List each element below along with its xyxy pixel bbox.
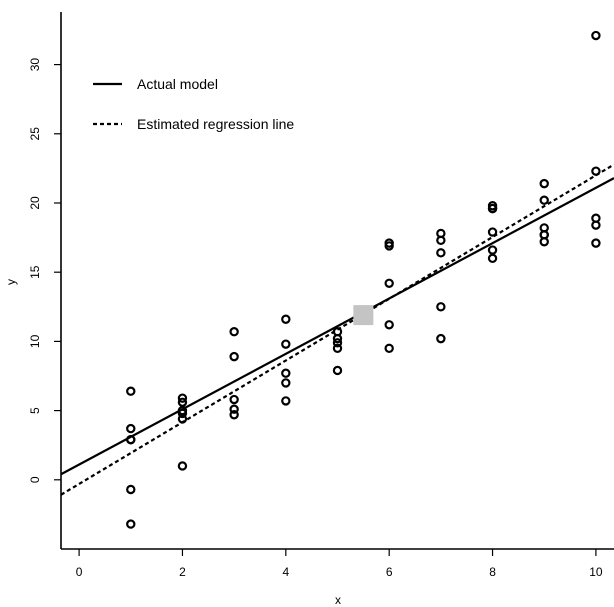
data-point bbox=[487, 253, 498, 264]
regression-lines bbox=[60, 163, 614, 496]
data-point bbox=[229, 404, 239, 414]
data-point bbox=[229, 410, 239, 420]
x-tick-label: 10 bbox=[589, 565, 603, 579]
data-point bbox=[436, 302, 446, 312]
x-axis-title: x bbox=[335, 593, 341, 607]
data-point bbox=[384, 343, 394, 354]
data-point bbox=[126, 434, 136, 445]
y-axis-title: y bbox=[4, 279, 18, 285]
x-tick-label: 6 bbox=[386, 565, 393, 579]
x-tick-label: 4 bbox=[282, 565, 289, 579]
data-point bbox=[436, 235, 446, 246]
x-tick-label: 2 bbox=[179, 565, 186, 579]
y-tick-label: 25 bbox=[28, 127, 42, 141]
data-point bbox=[539, 195, 549, 205]
mean-marker-layer bbox=[353, 305, 374, 326]
data-point bbox=[436, 248, 446, 258]
x-tick-label: 0 bbox=[76, 565, 83, 579]
data-point bbox=[436, 333, 446, 344]
data-point bbox=[539, 230, 549, 240]
actual-model-line bbox=[60, 177, 614, 476]
data-point bbox=[126, 386, 136, 396]
data-points bbox=[126, 30, 601, 529]
mean-point-marker bbox=[353, 305, 374, 326]
y-ticks: 0 5 10 15 20 25 30 bbox=[28, 58, 61, 483]
data-point bbox=[126, 484, 136, 495]
legend-label-estimated-regression-line: Estimated regression line bbox=[137, 116, 294, 132]
legend-label-actual-model: Actual model bbox=[137, 76, 218, 92]
data-point bbox=[229, 327, 239, 337]
y-tick-label: 10 bbox=[28, 334, 42, 348]
data-point bbox=[126, 519, 136, 529]
data-point bbox=[332, 338, 343, 348]
data-point bbox=[177, 414, 188, 424]
data-point bbox=[177, 408, 188, 419]
y-tick-label: 0 bbox=[28, 476, 42, 483]
data-point bbox=[487, 203, 498, 214]
data-point bbox=[487, 227, 498, 237]
data-point bbox=[177, 393, 188, 403]
data-point bbox=[177, 397, 188, 407]
x-tick-label: 8 bbox=[489, 565, 496, 579]
y-tick-label: 30 bbox=[28, 58, 42, 72]
data-point bbox=[591, 220, 601, 230]
data-point bbox=[126, 423, 136, 434]
y-tick-label: 5 bbox=[28, 407, 42, 414]
y-tick-label: 15 bbox=[28, 265, 42, 279]
data-point bbox=[281, 339, 291, 349]
data-point bbox=[332, 365, 343, 376]
data-point bbox=[281, 378, 291, 388]
x-ticks: 0 2 4 6 8 10 bbox=[76, 549, 603, 579]
data-point bbox=[281, 314, 291, 324]
data-point bbox=[591, 166, 601, 176]
data-point bbox=[332, 343, 343, 354]
legend: Actual model Estimated regression line bbox=[93, 76, 294, 132]
data-point bbox=[177, 461, 188, 471]
data-point bbox=[487, 245, 498, 255]
data-point bbox=[384, 278, 394, 288]
data-point bbox=[281, 396, 291, 406]
data-point bbox=[539, 178, 549, 189]
data-point bbox=[384, 241, 394, 251]
data-point bbox=[384, 320, 394, 330]
data-point bbox=[281, 368, 291, 378]
data-point bbox=[229, 394, 239, 405]
data-point bbox=[591, 30, 601, 41]
data-point bbox=[591, 238, 601, 248]
plot-area bbox=[60, 30, 614, 529]
estimated-regression-line bbox=[60, 163, 614, 496]
axes bbox=[60, 12, 614, 550]
y-tick-label: 20 bbox=[28, 196, 42, 210]
data-point bbox=[229, 351, 239, 362]
data-point bbox=[332, 333, 343, 344]
